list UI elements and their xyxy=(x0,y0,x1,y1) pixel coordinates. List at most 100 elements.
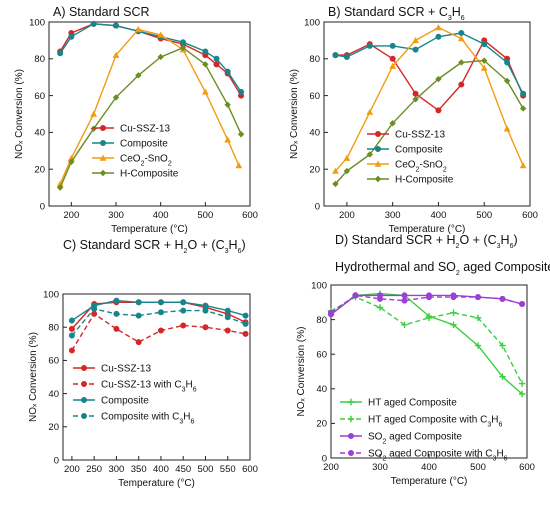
x-tick-label: 200 xyxy=(339,210,355,221)
x-tick-label: 200 xyxy=(63,210,79,221)
data-point-so2-aged-composite-with-c3h6 xyxy=(499,295,506,302)
data-point-ceo2-sno2 xyxy=(457,35,465,42)
y-tick-label: 80 xyxy=(309,54,320,65)
legend-marker xyxy=(81,396,88,403)
legend-label: Cu-SSZ-13 xyxy=(120,124,170,135)
data-point-cu-ssz-13-with-c3h6 xyxy=(157,327,164,334)
x-tick-label: 500 xyxy=(476,210,492,221)
data-point-h-composite xyxy=(157,53,164,61)
legend-item-cu-ssz-13: Cu-SSZ-13 xyxy=(92,124,170,135)
x-tick-label: 250 xyxy=(86,464,102,475)
plot-frame xyxy=(323,21,531,207)
data-point-h-composite xyxy=(412,96,419,103)
data-point-ceo2-sno2 xyxy=(366,108,374,115)
data-point-composite xyxy=(458,30,465,37)
data-point-ht-aged-composite-with-c3h6 xyxy=(425,314,433,322)
data-point-h-composite xyxy=(481,57,488,64)
y-tick-label: 40 xyxy=(316,384,327,395)
legend-label: H-Composite xyxy=(395,175,454,186)
legend-marker xyxy=(99,154,107,161)
series-line-h-composite xyxy=(59,47,242,188)
series-line-h-composite xyxy=(334,59,524,185)
data-point-composite-with-c3h6 xyxy=(68,332,75,339)
data-point-composite xyxy=(366,42,373,49)
legend: Cu-SSZ-13 Cu-SSZ-13 with C3H6 Composite Com… xyxy=(73,364,197,425)
data-point-cu-ssz-13 xyxy=(458,81,465,88)
data-point-ceo2-sno2 xyxy=(332,167,339,174)
legend-marker xyxy=(100,139,107,146)
data-point-composite xyxy=(202,48,209,55)
legend-label: HT aged Composite with C3H6 xyxy=(368,415,502,429)
x-axis-label: Temperature (°C) xyxy=(118,478,195,489)
legend-label: Cu-SSZ-13 xyxy=(101,364,151,375)
data-point-composite xyxy=(57,50,64,57)
x-tick-label: 500 xyxy=(470,462,486,473)
data-point-so2-aged-composite-with-c3h6 xyxy=(519,301,526,308)
plot-frame xyxy=(62,293,251,461)
legend: HT aged Composite HT aged Composite with … xyxy=(340,398,508,462)
legend-item-so2-aged-composite: SO2 aged Composite xyxy=(340,432,462,445)
series-line-cu-ssz-13 xyxy=(335,39,524,112)
data-point-composite xyxy=(224,68,231,75)
data-point-h-composite xyxy=(519,105,527,112)
data-point-cu-ssz-13 xyxy=(68,325,75,332)
legend-item-ceo2-sno2: CeO2-SnO2 xyxy=(367,160,447,173)
data-point-h-composite xyxy=(135,72,142,79)
data-point-ht-aged-composite-with-c3h6 xyxy=(499,342,506,349)
series-so2-aged-composite-with-c3h6 xyxy=(327,292,526,316)
y-tick-label: 40 xyxy=(48,389,59,400)
x-tick-label: 400 xyxy=(153,464,169,475)
data-point-ceo2-sno2 xyxy=(224,136,232,143)
y-tick-label: 0 xyxy=(315,201,320,212)
data-point-composite xyxy=(520,90,527,97)
data-point-composite xyxy=(68,33,75,40)
data-point-ht-aged-composite xyxy=(518,390,526,398)
chart-title: B) Standard SCR + C3H6 xyxy=(328,5,465,22)
series-line-ceo2-sno2 xyxy=(334,26,524,172)
data-point-h-composite xyxy=(237,131,245,138)
data-point-so2-aged-composite-with-c3h6 xyxy=(376,295,383,302)
series-composite-with-c3h6 xyxy=(68,305,249,339)
legend-item-ht-aged-composite: HT aged Composite xyxy=(340,398,457,409)
x-tick-label: 350 xyxy=(131,464,147,475)
y-tick-label: 80 xyxy=(48,323,59,334)
data-point-cu-ssz-13-with-c3h6 xyxy=(180,322,187,329)
data-point-cu-ssz-13-with-c3h6 xyxy=(202,324,209,331)
legend-label: Composite xyxy=(101,396,149,407)
data-point-ceo2-sno2 xyxy=(157,31,165,38)
data-point-ceo2-sno2 xyxy=(235,162,243,169)
legend-item-cu-ssz-13-with-c3h6: Cu-SSZ-13 with C3H6 xyxy=(73,380,197,393)
series-cu-ssz-13-with-c3h6 xyxy=(68,310,249,354)
x-axis-label: Temperature (°C) xyxy=(391,476,468,487)
y-tick-label: 100 xyxy=(43,289,59,300)
x-tick-label: 600 xyxy=(242,464,258,475)
y-tick-label: 20 xyxy=(309,165,320,176)
data-point-composite-with-c3h6 xyxy=(91,305,98,312)
data-point-h-composite xyxy=(224,101,231,108)
data-point-composite-with-c3h6 xyxy=(157,309,164,316)
series-composite xyxy=(68,297,249,324)
x-tick-label: 300 xyxy=(385,210,401,221)
series-ht-aged-composite xyxy=(327,290,526,398)
legend-label: Composite xyxy=(395,145,443,156)
y-tick-label: 40 xyxy=(309,128,320,139)
data-point-ceo2-sno2 xyxy=(134,25,142,33)
legend-label: CeO2-SnO2 xyxy=(120,154,172,168)
data-point-so2-aged-composite xyxy=(401,292,408,299)
data-point-composite xyxy=(504,59,511,66)
y-axis-label: NOₓ Conversion (%) xyxy=(289,69,300,159)
data-point-composite xyxy=(481,41,488,48)
data-point-h-composite xyxy=(179,44,187,51)
data-point-h-composite xyxy=(68,158,75,166)
legend-marker xyxy=(81,364,88,371)
data-point-ht-aged-composite-with-c3h6 xyxy=(474,314,482,322)
plot-frame xyxy=(48,21,251,207)
data-point-cu-ssz-13-with-c3h6 xyxy=(242,330,249,337)
legend-item-composite-with-c3h6: Composite with C3H6 xyxy=(73,412,195,425)
legend-marker xyxy=(374,145,381,152)
legend-item-cu-ssz-13: Cu-SSZ-13 xyxy=(367,130,445,141)
y-tick-label: 100 xyxy=(311,280,327,291)
legend-item-composite: Composite xyxy=(73,396,149,407)
y-tick-label: 20 xyxy=(316,419,327,430)
